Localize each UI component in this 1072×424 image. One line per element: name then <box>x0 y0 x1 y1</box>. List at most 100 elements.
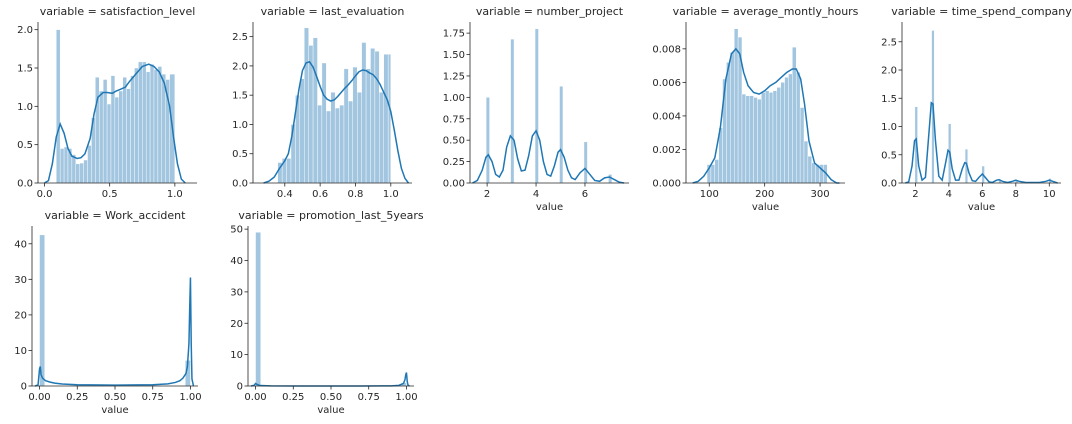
histogram-bar <box>321 62 327 184</box>
histogram-bar <box>304 27 309 184</box>
y-tick-label: 30 <box>230 287 243 298</box>
histogram-bar <box>757 98 762 184</box>
y-tick-label: 2.5 <box>232 32 248 43</box>
x-tick-label: 0.5 <box>102 189 118 200</box>
histogram-bar <box>130 75 135 184</box>
x-tick-label: 4 <box>946 189 952 200</box>
histogram-bar <box>56 29 61 184</box>
x-tick-label: 0.75 <box>358 392 380 403</box>
x-axis-label: value <box>968 202 995 213</box>
kde-line <box>250 372 410 387</box>
histogram-bar <box>807 155 812 184</box>
y-tick-label: 0.0 <box>881 179 897 190</box>
histogram-bar <box>153 69 159 184</box>
y-tick-label: 0.50 <box>443 136 465 147</box>
x-tick-label: 100 <box>700 189 719 200</box>
histogram-bar <box>312 37 318 184</box>
y-tick-label: 2.0 <box>17 25 33 36</box>
y-tick-label: 0.5 <box>232 149 248 160</box>
histogram-bar <box>339 104 345 184</box>
x-tick-label: 0.6 <box>312 189 328 200</box>
histogram-bar <box>114 96 119 184</box>
histogram-bar <box>330 92 336 184</box>
histogram-bar <box>803 140 809 184</box>
histogram-bar <box>374 51 380 184</box>
x-tick-label: 0.75 <box>142 392 164 403</box>
facet-panel: 2 4 6 8 10 0.0 0.5 1.0 1.5 2.0 2.5 variable = time_… <box>881 5 1072 213</box>
facet-title: variable = Work_accident <box>45 209 187 222</box>
histogram-bar <box>792 46 797 184</box>
facet-title: variable = satisfaction_level <box>40 5 196 18</box>
y-tick-label: 2.5 <box>881 37 897 48</box>
histogram-bar <box>87 145 92 184</box>
histogram-bar <box>534 28 539 184</box>
y-tick-label: 1.5 <box>17 64 33 75</box>
histogram-bar <box>370 48 376 184</box>
histogram-bar <box>811 162 816 184</box>
y-tick-label: 1.0 <box>881 122 897 133</box>
y-tick-label: 1.5 <box>881 94 897 105</box>
y-tick-label: 20 <box>230 319 243 330</box>
x-tick-label: 1.00 <box>179 392 201 403</box>
histogram-bar <box>71 154 76 184</box>
histogram-bar <box>348 100 354 184</box>
kde-line <box>44 63 186 184</box>
y-tick-label: 0.006 <box>652 78 681 89</box>
histogram-bar <box>749 95 754 184</box>
x-axis-label: value <box>101 405 128 416</box>
x-tick-label: 6 <box>979 189 985 200</box>
facet-panel: 0.0 0.5 1.0 0.0 0.5 1.0 1.5 2.0 variable = satis… <box>17 5 197 200</box>
histogram-bar <box>299 78 305 184</box>
x-tick-label: 0.00 <box>28 392 50 403</box>
y-tick-label: 1.0 <box>232 120 248 131</box>
y-tick-label: 0.00 <box>443 179 465 190</box>
x-tick-label: 4 <box>533 189 539 200</box>
histogram-bar <box>799 107 805 184</box>
facet-panel: 100 200 300 0.000 0.002 0.004 0.006 0.008 variab… <box>652 5 858 213</box>
y-tick-label: 2.0 <box>232 61 248 72</box>
y-tick-label: 0.008 <box>652 44 681 55</box>
y-tick-label: 40 <box>14 239 27 250</box>
x-axis-label: value <box>752 202 779 213</box>
histogram-bar <box>365 68 371 184</box>
x-tick-label: 0.8 <box>348 189 364 200</box>
y-tick-label: 0.002 <box>652 145 681 156</box>
x-tick-label: 2 <box>484 189 490 200</box>
x-tick-label: 0.50 <box>320 392 342 403</box>
x-tick-label: 10 <box>1043 189 1056 200</box>
x-tick-label: 1.0 <box>167 189 183 200</box>
y-tick-label: 0.75 <box>443 114 465 125</box>
x-tick-label: 200 <box>755 189 774 200</box>
histogram-bar <box>138 61 143 184</box>
y-tick-label: 0.5 <box>17 140 33 151</box>
histogram-bar <box>776 87 781 184</box>
x-tick-label: 0.0 <box>37 189 53 200</box>
x-tick-label: 1.0 <box>383 189 399 200</box>
histogram-bar <box>761 92 766 184</box>
histogram-bar <box>83 159 88 184</box>
histogram-bar <box>383 54 389 184</box>
histogram-bar <box>780 82 785 184</box>
histogram-bar <box>145 71 151 184</box>
kde-line <box>472 129 625 184</box>
kde-line <box>692 47 840 184</box>
y-tick-label: 30 <box>14 275 27 286</box>
facet-title: variable = promotion_last_5years <box>238 209 423 222</box>
x-tick-label: 2 <box>912 189 918 200</box>
histogram-bar <box>157 66 163 184</box>
histogram-bar <box>485 97 490 184</box>
x-tick-label: 0.25 <box>66 392 88 403</box>
facet-panel: 2 4 6 0.00 0.25 0.50 0.75 1.00 1.25 1.50 1.75 varia… <box>443 5 629 213</box>
y-tick-label: 1.5 <box>232 91 248 102</box>
histogram-bar <box>768 92 774 184</box>
histogram-bar <box>161 73 166 184</box>
histogram-bar <box>126 88 131 184</box>
histogram-bar <box>326 110 331 184</box>
y-tick-label: 1.25 <box>443 71 465 82</box>
y-tick-label: 0 <box>21 382 27 393</box>
facet-title: variable = average_montly_hours <box>673 5 859 18</box>
y-tick-label: 0.25 <box>443 157 465 168</box>
histogram-bar <box>334 107 340 184</box>
facet-title: variable = time_spend_company <box>891 5 1072 18</box>
